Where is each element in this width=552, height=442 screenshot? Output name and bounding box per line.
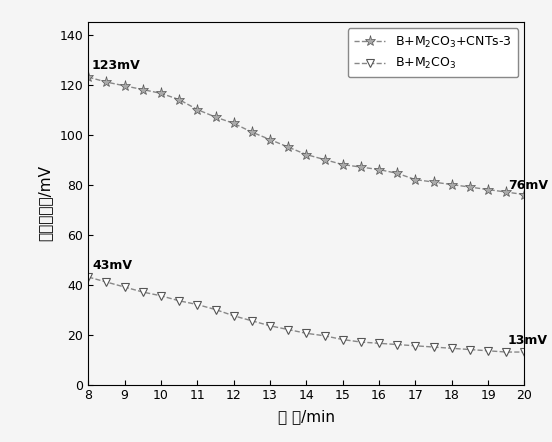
B+M$_2$CO$_3$ <box>158 293 164 298</box>
B+M$_2$CO$_3$ <box>466 347 473 352</box>
B+M$_2$CO$_3$ <box>521 349 528 354</box>
B+M$_2$CO$_3$+CNTs-3 <box>103 80 110 85</box>
Text: 43mV: 43mV <box>92 259 132 272</box>
B+M$_2$CO$_3$+CNTs-3 <box>176 97 183 102</box>
B+M$_2$CO$_3$ <box>248 318 255 324</box>
B+M$_2$CO$_3$+CNTs-3 <box>194 107 201 112</box>
Text: 123mV: 123mV <box>92 59 141 72</box>
B+M$_2$CO$_3$+CNTs-3 <box>412 177 418 182</box>
B+M$_2$CO$_3$ <box>212 307 219 312</box>
B+M$_2$CO$_3$ <box>448 346 455 351</box>
Legend: B+M$_2$CO$_3$+CNTs-3, B+M$_2$CO$_3$: B+M$_2$CO$_3$+CNTs-3, B+M$_2$CO$_3$ <box>348 28 518 77</box>
B+M$_2$CO$_3$+CNTs-3 <box>158 91 164 96</box>
B+M$_2$CO$_3$ <box>303 331 310 336</box>
B+M$_2$CO$_3$+CNTs-3 <box>358 164 364 170</box>
B+M$_2$CO$_3$+CNTs-3 <box>394 171 401 176</box>
B+M$_2$CO$_3$ <box>230 313 237 318</box>
B+M$_2$CO$_3$ <box>394 342 401 347</box>
B+M$_2$CO$_3$+CNTs-3 <box>321 157 328 162</box>
Text: 76mV: 76mV <box>508 179 548 192</box>
B+M$_2$CO$_3$+CNTs-3 <box>85 74 92 80</box>
B+M$_2$CO$_3$ <box>321 333 328 339</box>
B+M$_2$CO$_3$+CNTs-3 <box>248 130 255 135</box>
B+M$_2$CO$_3$ <box>194 302 201 307</box>
Text: 13mV: 13mV <box>508 334 548 347</box>
B+M$_2$CO$_3$ <box>85 274 92 280</box>
B+M$_2$CO$_3$+CNTs-3 <box>503 190 509 195</box>
Line: B+M$_2$CO$_3$+CNTs-3: B+M$_2$CO$_3$+CNTs-3 <box>83 72 530 200</box>
B+M$_2$CO$_3$+CNTs-3 <box>267 137 273 142</box>
B+M$_2$CO$_3$ <box>503 349 509 354</box>
B+M$_2$CO$_3$ <box>103 279 110 285</box>
B+M$_2$CO$_3$ <box>485 348 491 354</box>
B+M$_2$CO$_3$ <box>376 341 383 346</box>
Line: B+M$_2$CO$_3$: B+M$_2$CO$_3$ <box>84 273 529 356</box>
B+M$_2$CO$_3$+CNTs-3 <box>285 145 291 150</box>
B+M$_2$CO$_3$ <box>430 344 437 350</box>
B+M$_2$CO$_3$+CNTs-3 <box>212 114 219 120</box>
B+M$_2$CO$_3$+CNTs-3 <box>121 83 128 88</box>
B+M$_2$CO$_3$+CNTs-3 <box>485 187 491 192</box>
B+M$_2$CO$_3$ <box>412 343 418 348</box>
B+M$_2$CO$_3$+CNTs-3 <box>140 87 146 92</box>
B+M$_2$CO$_3$+CNTs-3 <box>430 179 437 185</box>
B+M$_2$CO$_3$+CNTs-3 <box>466 184 473 190</box>
B+M$_2$CO$_3$ <box>285 327 291 332</box>
B+M$_2$CO$_3$ <box>358 339 364 345</box>
B+M$_2$CO$_3$+CNTs-3 <box>448 182 455 187</box>
B+M$_2$CO$_3$+CNTs-3 <box>376 167 383 172</box>
B+M$_2$CO$_3$+CNTs-3 <box>230 121 237 126</box>
B+M$_2$CO$_3$+CNTs-3 <box>303 152 310 157</box>
B+M$_2$CO$_3$ <box>267 323 273 328</box>
X-axis label: 时 间/min: 时 间/min <box>278 409 335 424</box>
Y-axis label: 离子流强度/mV: 离子流强度/mV <box>38 165 52 241</box>
B+M$_2$CO$_3$ <box>140 290 146 295</box>
B+M$_2$CO$_3$+CNTs-3 <box>339 162 346 167</box>
B+M$_2$CO$_3$ <box>121 284 128 290</box>
B+M$_2$CO$_3$+CNTs-3 <box>521 192 528 197</box>
B+M$_2$CO$_3$ <box>176 298 183 304</box>
B+M$_2$CO$_3$ <box>339 337 346 342</box>
